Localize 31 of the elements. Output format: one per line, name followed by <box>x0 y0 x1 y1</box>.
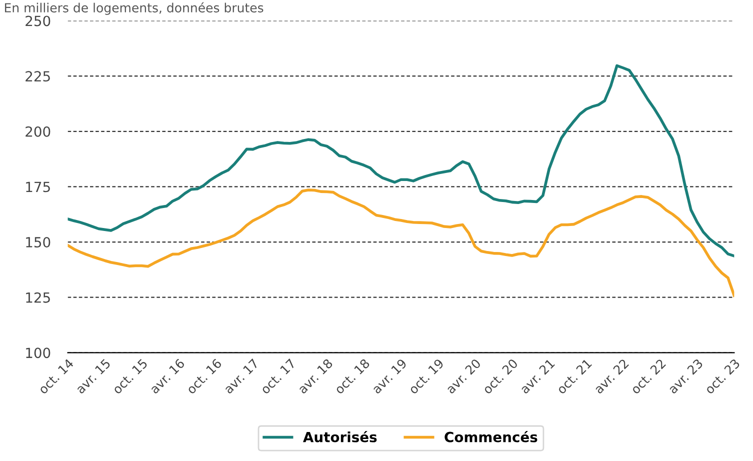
x-tick-label: oct. 19 <box>408 358 444 394</box>
line-series <box>68 188 734 297</box>
y-tick-label: 175 <box>26 182 50 192</box>
x-tick-label: avr. 22 <box>593 358 630 394</box>
x-tick-label: avr. 15 <box>75 358 111 394</box>
y-tick-label: 100 <box>26 348 50 358</box>
legend-label: Autorisés <box>303 430 377 442</box>
y-tick-label: 225 <box>26 71 50 82</box>
y-tick-label: 150 <box>26 236 50 248</box>
y-tick-label: 125 <box>26 292 50 303</box>
x-tick-label: oct. 23 <box>704 358 740 394</box>
x-tick-label: oct. 21 <box>556 358 592 394</box>
x-tick-label: avr. 23 <box>668 358 704 394</box>
x-tick-label: oct. 18 <box>334 358 370 394</box>
x-tick-label: avr. 21 <box>519 358 556 394</box>
x-tick-label: avr. 19 <box>371 358 408 394</box>
legend-label: Commencés <box>444 430 538 442</box>
x-tick-label: avr. 20 <box>445 358 482 394</box>
x-tick-label: oct. 14 <box>38 358 74 394</box>
x-tick-label: avr. 17 <box>223 358 259 394</box>
y-tick-label: 200 <box>26 126 50 137</box>
line-series <box>68 64 734 258</box>
y-tick-label: 250 <box>26 16 50 26</box>
x-tick-label: oct. 22 <box>630 358 666 394</box>
x-tick-label: oct. 20 <box>482 358 518 394</box>
x-tick-label: avr. 16 <box>149 358 186 394</box>
chart-title: En milliers de logements, données brutes <box>4 2 264 15</box>
x-tick-label: oct. 17 <box>260 358 296 394</box>
x-tick-label: oct. 15 <box>112 358 148 394</box>
x-tick-label: oct. 16 <box>186 358 222 394</box>
x-tick-label: avr. 18 <box>297 358 334 394</box>
